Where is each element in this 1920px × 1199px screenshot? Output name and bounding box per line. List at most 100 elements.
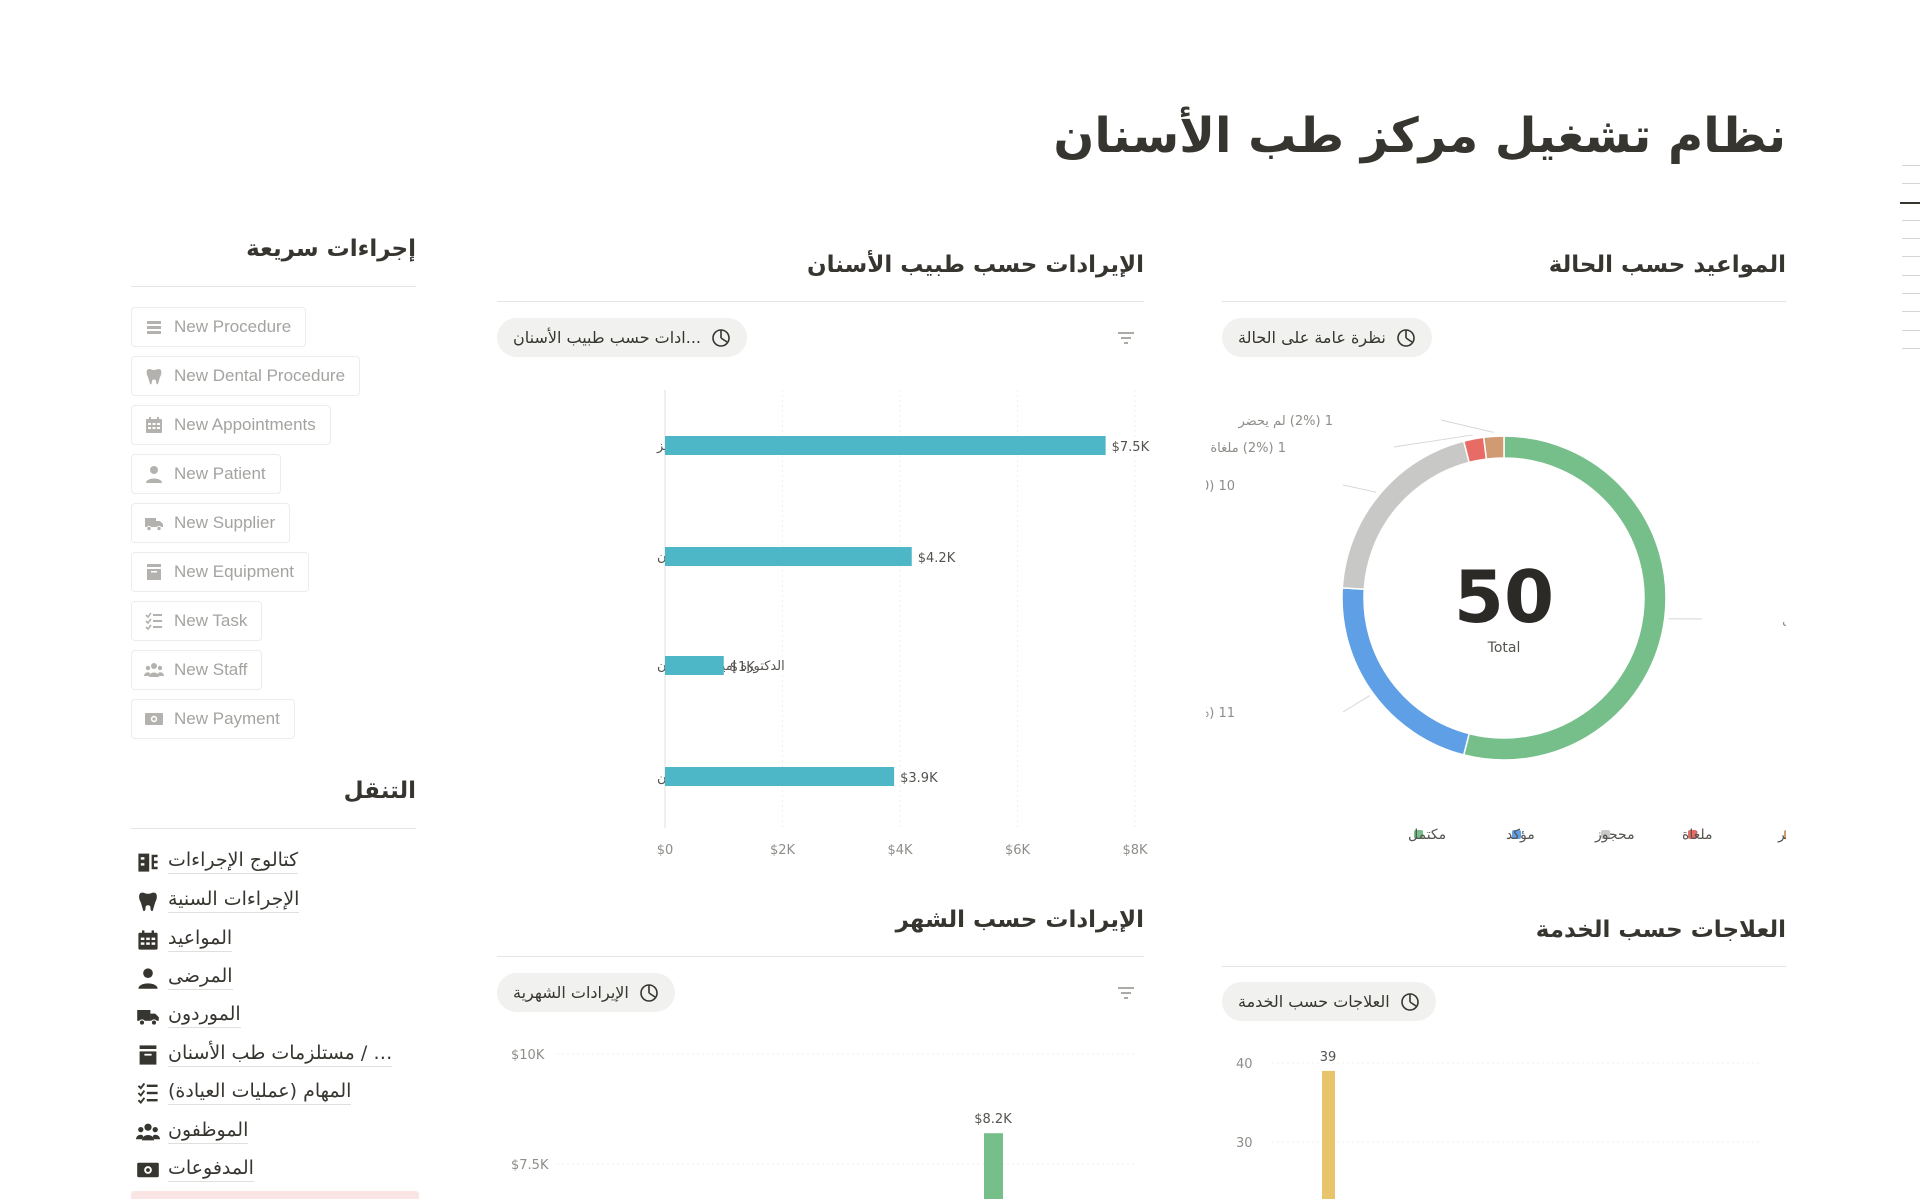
- page-title: نظام تشغيل مركز طب الأسنان: [1053, 108, 1786, 164]
- quick-action-new-equipment-button[interactable]: New Equipment: [131, 552, 310, 592]
- slice-label: 1 (2%) ملغاة: [1210, 441, 1286, 456]
- bar[interactable]: [665, 547, 912, 566]
- slice-label: 27 مكتمل: [1782, 613, 1786, 628]
- bar[interactable]: [665, 656, 724, 675]
- nav-item-label: المهام (عمليات العيادة): [168, 1080, 352, 1105]
- money-icon: [144, 709, 164, 729]
- nav-item-6[interactable]: المهام (عمليات العيادة): [137, 1075, 352, 1109]
- person-icon: [144, 464, 164, 484]
- quick-action-label: New Equipment: [174, 562, 295, 581]
- bar[interactable]: [1322, 1070, 1335, 1199]
- nav-item-1[interactable]: الإجراءات السنية: [139, 883, 300, 917]
- revenue-by-month-view-pill[interactable]: الإيرادات الشهرية: [497, 973, 675, 1012]
- nav-item-2[interactable]: المواعيد: [138, 922, 233, 956]
- legend-label[interactable]: محجوز: [1594, 827, 1635, 843]
- revenue-by-month-chart: $10K $7.5K $8.2K: [511, 1048, 1137, 1199]
- bar[interactable]: [984, 1133, 1003, 1199]
- quick-action-new-patient-button[interactable]: New Patient: [131, 454, 281, 494]
- nav-item-label: المرضى: [168, 965, 233, 990]
- revenue-by-dentist-view-pill[interactable]: ...ادات حسب طبيب الأسنان: [497, 318, 747, 357]
- donut-slice[interactable]: [1482, 435, 1505, 460]
- truck-icon: [144, 513, 164, 533]
- quick-action-label: New Staff: [174, 660, 248, 679]
- nav-item-4[interactable]: الموردون: [137, 998, 241, 1032]
- nav-item-label: المواعيد: [168, 927, 233, 952]
- x-tick-label: $8K: [1122, 843, 1148, 858]
- legend-label[interactable]: مكتمل: [1408, 827, 1446, 843]
- revenue-by-dentist-view-label: ...ادات حسب طبيب الأسنان: [513, 328, 701, 347]
- quick-action-new-supplier-button[interactable]: New Supplier: [131, 503, 291, 543]
- x-tick-label: $2K: [770, 843, 796, 858]
- legend-swatch: [1512, 830, 1521, 839]
- quick-action-new-dental-procedure-button[interactable]: New Dental Procedure: [131, 356, 361, 396]
- quick-action-new-task-button[interactable]: New Task: [131, 601, 263, 641]
- quick-action-new-appointments-button[interactable]: New Appointments: [131, 405, 331, 445]
- slice-label: 1 (2%) لم يحضر: [1237, 414, 1333, 429]
- bar-value-label: 39: [1320, 1050, 1337, 1065]
- legend-swatch: [1414, 830, 1423, 839]
- catalog-icon: [136, 850, 160, 874]
- navigation-heading: التنقل: [343, 778, 416, 804]
- chart-view-icon: [1396, 328, 1416, 348]
- nav-item-active-highlight[interactable]: [131, 1191, 419, 1199]
- quick-actions-heading: إجراءات سريعة: [246, 236, 416, 262]
- revenue-by-month-view-label: الإيرادات الشهرية: [513, 983, 629, 1002]
- bar-value-label: $8.2K: [974, 1112, 1012, 1127]
- filter-icon[interactable]: [1117, 985, 1135, 999]
- legend-swatch: [1688, 830, 1697, 839]
- checklist-icon: [136, 1081, 160, 1105]
- donut-slice[interactable]: [1341, 440, 1471, 591]
- quick-action-label: New Appointments: [174, 415, 316, 434]
- table-of-contents[interactable]: [1900, 165, 1920, 355]
- revenue-by-month-heading: الإيرادات حسب الشهر: [895, 907, 1144, 933]
- nav-item-label: كتالوج الإجراءات: [168, 849, 299, 874]
- nav-item-3[interactable]: المرضى: [138, 960, 233, 994]
- slice-leader-line: [1393, 434, 1473, 448]
- slice-leader-line: [1342, 484, 1377, 493]
- legend-swatch: [1601, 830, 1610, 839]
- quick-action-label: New Task: [174, 611, 248, 630]
- quick-action-new-payment-button[interactable]: New Payment: [131, 699, 295, 739]
- person-icon: [136, 966, 160, 990]
- quick-action-label: New Payment: [174, 709, 280, 728]
- quick-action-new-procedure-button[interactable]: New Procedure: [131, 307, 307, 347]
- legend-label[interactable]: لم يحضر: [1777, 827, 1786, 843]
- nav-item-5[interactable]: … / مستلزمات طب الأسنان: [139, 1037, 393, 1071]
- nav-item-8[interactable]: المدفوعات: [137, 1152, 254, 1186]
- legend-label[interactable]: ملغاة: [1682, 827, 1713, 843]
- nav-item-7[interactable]: الموظفون: [136, 1114, 249, 1148]
- bar-value-label: $4.2K: [918, 551, 956, 566]
- calendar-icon: [144, 415, 164, 435]
- quick-action-new-staff-button[interactable]: New Staff: [131, 650, 263, 690]
- y-tick-label: 30: [1236, 1136, 1253, 1151]
- bar[interactable]: [665, 436, 1106, 455]
- bar-value-label: $7.5K: [1112, 440, 1150, 455]
- tooth-icon: [144, 366, 164, 386]
- bar-value-label: $1K: [730, 660, 756, 675]
- legend-label[interactable]: مؤكد: [1506, 827, 1535, 843]
- donut-slice[interactable]: [1341, 587, 1471, 756]
- bar[interactable]: [665, 767, 895, 786]
- x-tick-label: $0: [657, 843, 674, 858]
- revenue-by-dentist-heading: الإيرادات حسب طبيب الأسنان: [806, 252, 1144, 278]
- nav-item-0[interactable]: كتالوج الإجراءات: [138, 844, 299, 878]
- donut-center-label: Total: [1487, 640, 1521, 656]
- y-tick-label: $10K: [511, 1048, 545, 1063]
- checklist-icon: [144, 611, 164, 631]
- revenue-by-dentist-chart: الدكتور جيمس رودريغيز$7.5Kالدكتور مايكل …: [656, 390, 1150, 858]
- archive-icon: [136, 1043, 160, 1067]
- treatments-by-service-heading: العلاجات حسب الخدمة: [1535, 917, 1786, 943]
- donut-center-value: 50: [1454, 555, 1554, 639]
- filter-icon[interactable]: [1117, 330, 1135, 344]
- slice-label: 11 (22%) مؤكد: [1206, 706, 1235, 721]
- nav-item-label: الموظفون: [168, 1119, 249, 1144]
- x-tick-label: $6K: [1005, 843, 1031, 858]
- treatments-by-service-view-pill[interactable]: العلاجات حسب الخدمة: [1222, 982, 1436, 1021]
- bar-value-label: $3.9K: [900, 771, 938, 786]
- people-icon: [136, 1120, 160, 1144]
- treatments-by-service-view-label: العلاجات حسب الخدمة: [1238, 992, 1390, 1011]
- archive-icon: [144, 562, 164, 582]
- nav-item-label: الموردون: [168, 1003, 241, 1028]
- chart-view-icon: [711, 328, 731, 348]
- appointments-status-view-pill[interactable]: نظرة عامة على الحالة: [1222, 318, 1432, 357]
